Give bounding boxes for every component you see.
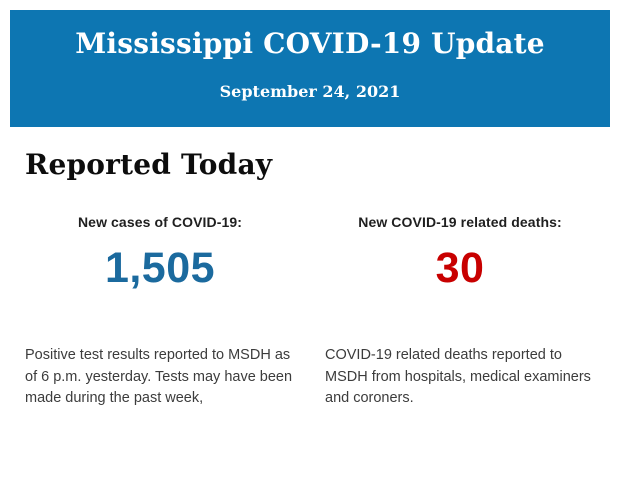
new-deaths-label: New COVID-19 related deaths: bbox=[358, 214, 562, 230]
new-cases-value: 1,505 bbox=[104, 244, 216, 292]
header-banner: Mississippi COVID-19 Update September 24… bbox=[10, 10, 610, 127]
section-heading: Reported Today bbox=[25, 148, 273, 181]
new-cases-description: Positive test results reported to MSDH a… bbox=[25, 347, 293, 406]
new-deaths-value: 30 bbox=[435, 244, 485, 292]
stat-new-deaths: New COVID-19 related deaths: 30 COVID-19… bbox=[325, 214, 595, 410]
stats-row: New cases of COVID-19: 1,505 Positive te… bbox=[25, 214, 595, 410]
newsletter-page: Mississippi COVID-19 Update September 24… bbox=[0, 10, 620, 410]
stat-new-cases: New cases of COVID-19: 1,505 Positive te… bbox=[25, 214, 295, 410]
content-area: Reported Today New cases of COVID-19: 1,… bbox=[0, 148, 620, 410]
page-title: Mississippi COVID-19 Update bbox=[75, 27, 545, 60]
new-cases-label: New cases of COVID-19: bbox=[77, 214, 243, 230]
report-date: September 24, 2021 bbox=[219, 82, 401, 101]
new-deaths-description: COVID-19 related deaths reported to MSDH… bbox=[325, 347, 591, 406]
